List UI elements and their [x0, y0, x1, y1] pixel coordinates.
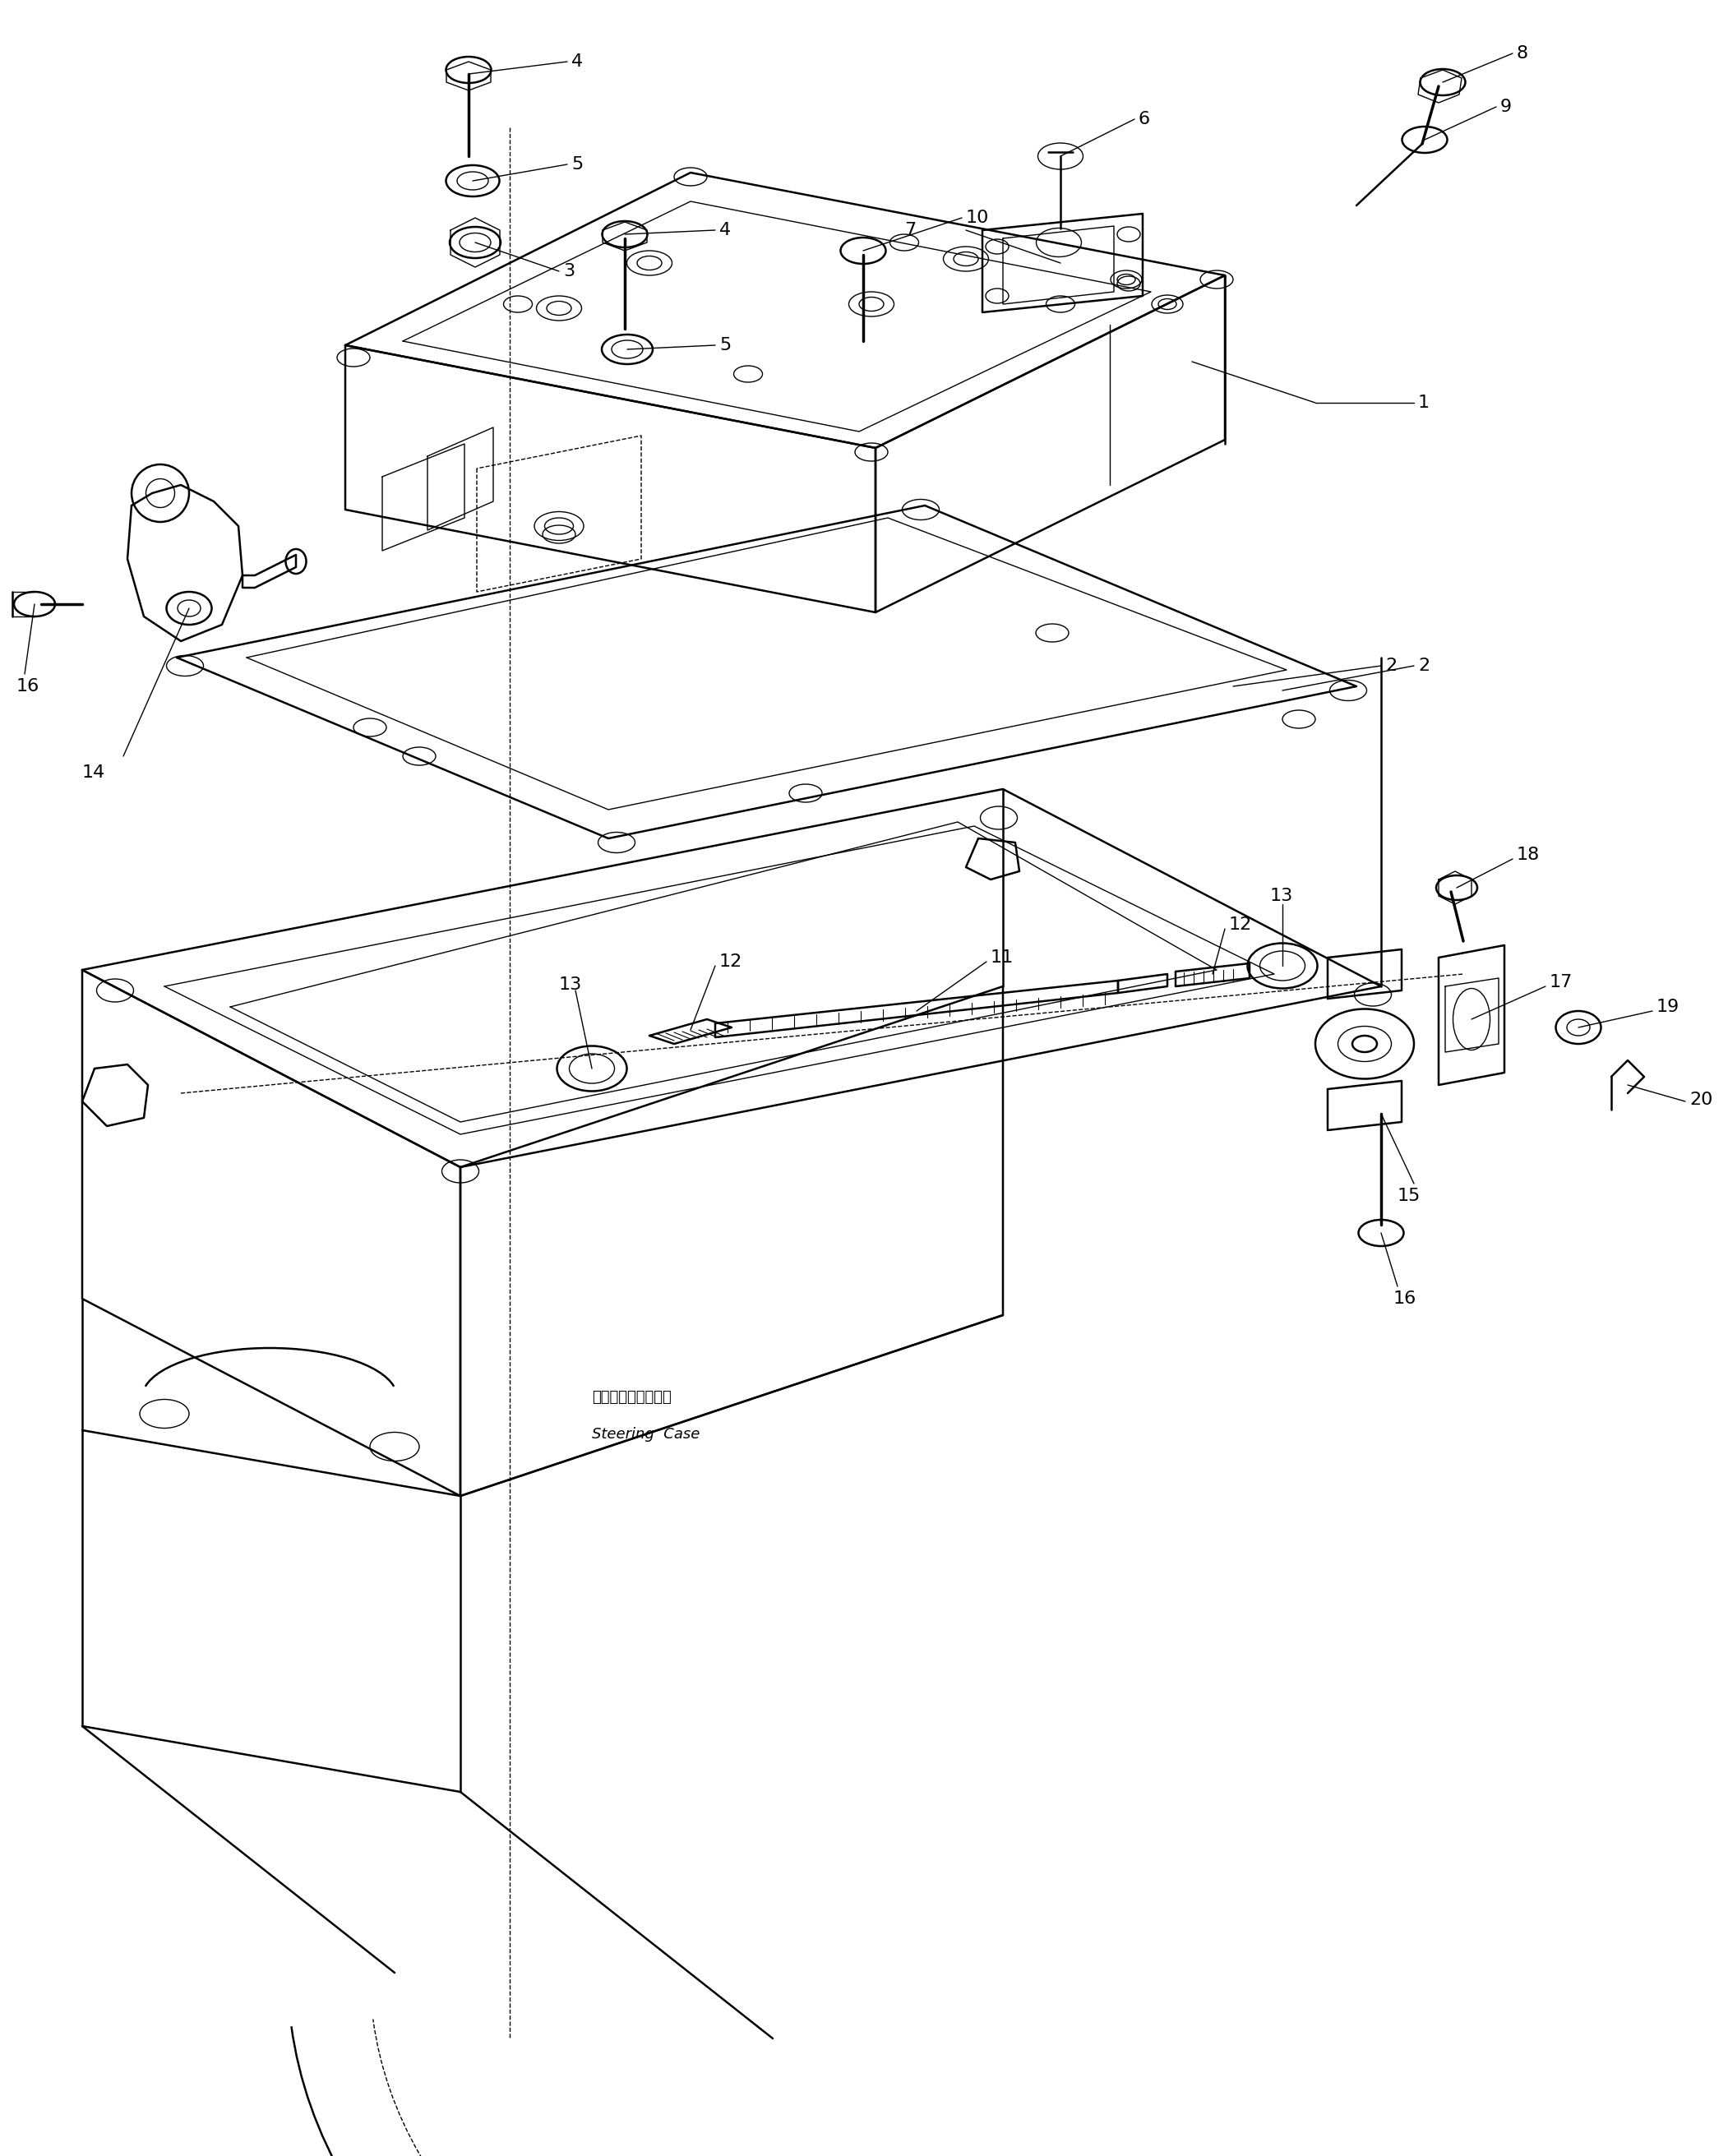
Text: 4: 4: [719, 222, 731, 239]
Text: ステアリングケース: ステアリングケース: [593, 1391, 672, 1406]
Text: 12: 12: [1229, 916, 1253, 934]
Text: 13: 13: [560, 977, 582, 994]
Text: 16: 16: [1393, 1291, 1417, 1307]
Text: Steering  Case: Steering Case: [593, 1427, 700, 1442]
Text: 10: 10: [966, 209, 988, 226]
Text: 5: 5: [572, 155, 582, 172]
Text: 13: 13: [1270, 888, 1293, 903]
Text: 2: 2: [1419, 658, 1429, 675]
Text: 12: 12: [719, 953, 743, 970]
Text: 8: 8: [1517, 45, 1528, 63]
Text: 16: 16: [17, 679, 40, 694]
Text: 18: 18: [1517, 847, 1540, 862]
Text: 15: 15: [1398, 1188, 1420, 1205]
Text: 11: 11: [990, 949, 1014, 966]
Text: 7: 7: [904, 222, 916, 239]
Text: 19: 19: [1657, 998, 1680, 1015]
Text: 17: 17: [1550, 975, 1572, 990]
Text: 2: 2: [1386, 658, 1396, 675]
Text: 9: 9: [1500, 99, 1512, 114]
Text: 5: 5: [719, 336, 731, 354]
Text: 4: 4: [572, 54, 582, 69]
Text: 14: 14: [83, 765, 105, 780]
Text: 6: 6: [1139, 110, 1151, 127]
Text: 1: 1: [1419, 395, 1429, 412]
Text: 3: 3: [563, 263, 575, 280]
Text: 20: 20: [1690, 1091, 1712, 1108]
